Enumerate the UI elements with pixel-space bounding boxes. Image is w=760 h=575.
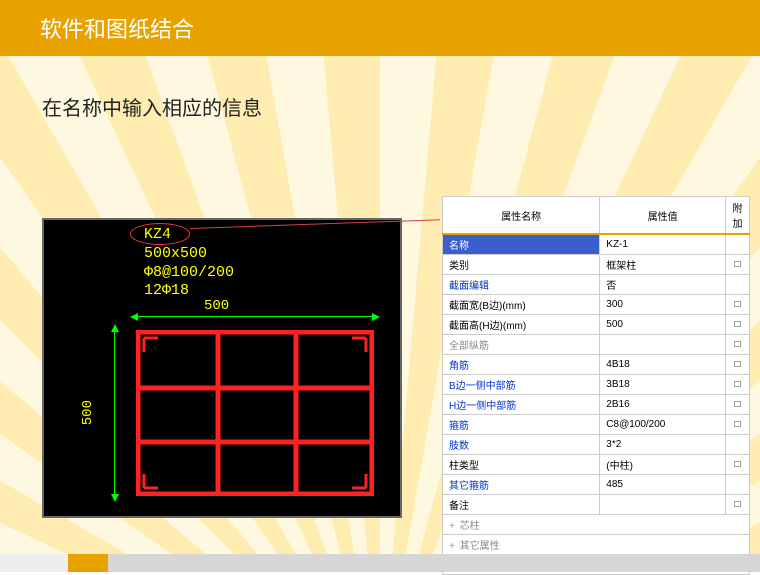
prop-checkbox[interactable]: □ [726,335,750,355]
dimension-horizontal: 500 [204,298,229,314]
column-section [136,330,374,496]
prop-checkbox[interactable]: □ [726,375,750,395]
cad-label: KZ4 [144,226,234,245]
prop-checkbox[interactable]: □ [726,355,750,375]
properties-table: 属性名称 属性值 附加 名称 KZ-1 类别 框架柱 □截面编辑 否 截面宽(B… [442,196,750,575]
plus-icon: + [449,521,457,532]
table-row[interactable]: 截面高(H边)(mm) 500 □ [443,315,750,335]
prop-value[interactable]: 300 [600,295,726,315]
table-row[interactable]: 角筋 4B18 □ [443,355,750,375]
cad-text: KZ4 500x500 Φ8@100/200 12Φ18 [144,226,234,301]
prop-label: 角筋 [443,355,600,375]
table-expand-row[interactable]: + 芯柱 [443,515,750,535]
expand-label: + 芯柱 [443,515,750,535]
prop-value[interactable]: 3*2 [600,435,726,455]
prop-value[interactable]: 框架柱 [600,255,726,275]
prop-checkbox[interactable]: □ [726,495,750,515]
prop-label: 肢数 [443,435,600,455]
prop-checkbox[interactable]: □ [726,255,750,275]
prop-checkbox[interactable] [726,435,750,455]
prop-label: 截面高(H边)(mm) [443,315,600,335]
prop-label: 箍筋 [443,415,600,435]
cad-drawing: KZ4 500x500 Φ8@100/200 12Φ18 500 500 [42,218,402,518]
table-row[interactable]: H边一侧中部筋 2B16 □ [443,395,750,415]
prop-checkbox[interactable]: □ [726,395,750,415]
table-row[interactable]: 备注 □ [443,495,750,515]
prop-label: B边一侧中部筋 [443,375,600,395]
prop-label: H边一侧中部筋 [443,395,600,415]
table-row[interactable]: 截面宽(B边)(mm) 300 □ [443,295,750,315]
prop-checkbox[interactable]: □ [726,315,750,335]
subtitle: 在名称中输入相应的信息 [42,92,262,121]
header-extra: 附加 [726,197,750,235]
prop-value[interactable]: (中柱) [600,455,726,475]
prop-label: 名称 [443,234,600,255]
cad-stirrup: Φ8@100/200 [144,264,234,283]
prop-checkbox[interactable] [726,275,750,295]
prop-checkbox[interactable]: □ [726,455,750,475]
cad-size: 500x500 [144,245,234,264]
prop-label: 其它箍筋 [443,475,600,495]
table-row[interactable]: 名称 KZ-1 [443,234,750,255]
header-value: 属性值 [600,197,726,235]
prop-value[interactable] [600,495,726,515]
prop-checkbox[interactable] [726,475,750,495]
prop-checkbox[interactable]: □ [726,295,750,315]
arrow-horizontal [136,316,374,317]
header-name: 属性名称 [443,197,600,235]
prop-value[interactable]: 否 [600,275,726,295]
prop-label: 截面宽(B边)(mm) [443,295,600,315]
table-row[interactable]: 类别 框架柱 □ [443,255,750,275]
prop-checkbox[interactable]: □ [726,415,750,435]
table-row[interactable]: 截面编辑 否 [443,275,750,295]
prop-value[interactable]: 485 [600,475,726,495]
prop-value[interactable] [600,335,726,355]
table-row[interactable]: 肢数 3*2 [443,435,750,455]
prop-value[interactable]: KZ-1 [600,234,726,255]
page-title: 软件和图纸结合 [40,12,194,44]
arrow-vertical [114,330,115,496]
dimension-vertical: 500 [80,400,96,425]
table-row[interactable]: 全部纵筋 □ [443,335,750,355]
title-bar: 软件和图纸结合 [0,0,760,56]
prop-value[interactable]: C8@100/200 [600,415,726,435]
expand-label: + 其它属性 [443,535,750,555]
table-row[interactable]: 柱类型 (中柱) □ [443,455,750,475]
prop-value[interactable]: 2B16 [600,395,726,415]
prop-value[interactable]: 500 [600,315,726,335]
prop-value[interactable]: 4B18 [600,355,726,375]
prop-label: 类别 [443,255,600,275]
prop-label: 柱类型 [443,455,600,475]
table-expand-row[interactable]: + 其它属性 [443,535,750,555]
prop-label: 全部纵筋 [443,335,600,355]
table-row[interactable]: 其它箍筋 485 [443,475,750,495]
prop-label: 备注 [443,495,600,515]
table-row[interactable]: 箍筋 C8@100/200 □ [443,415,750,435]
prop-value[interactable]: 3B18 [600,375,726,395]
table-row[interactable]: B边一侧中部筋 3B18 □ [443,375,750,395]
plus-icon: + [449,541,457,552]
prop-label: 截面编辑 [443,275,600,295]
bottom-bar [0,554,760,572]
prop-checkbox[interactable] [726,234,750,255]
